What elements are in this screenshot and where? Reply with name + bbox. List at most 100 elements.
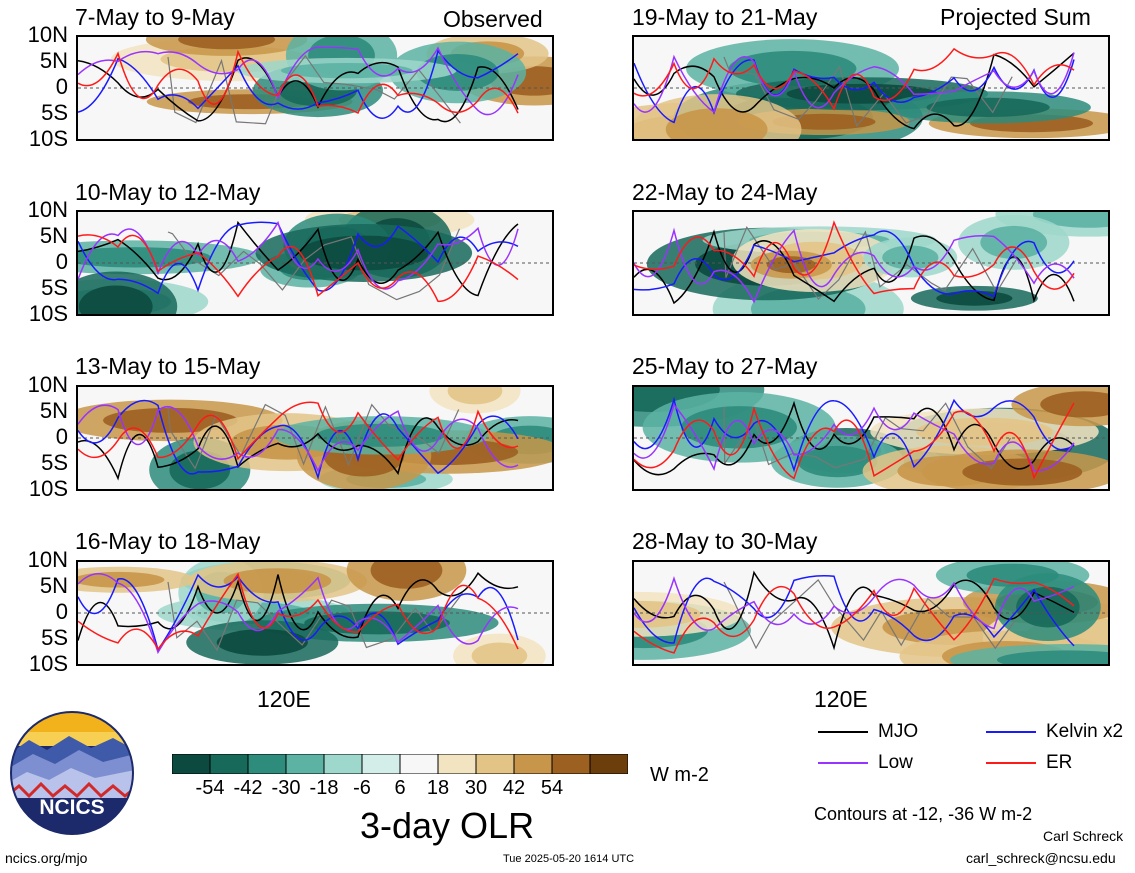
panel-title-4: 16-May to 18-May [75,528,261,554]
olr-anomaly-core [936,290,1013,306]
olr-anomaly-core [1040,391,1108,418]
lat-tick-label: 10N [27,372,68,397]
map-panel-4 [76,560,554,666]
olr-anomaly-core [980,225,1048,259]
panel-title-7: 25-May to 27-May [632,353,818,379]
contour-1 [634,396,1075,473]
olr-anomaly-core [103,407,238,433]
lat-tick-label: 5S [41,275,68,300]
contour-2 [634,227,1075,304]
colorbar [172,754,628,774]
contour-3 [78,234,519,303]
contour-1 [634,575,1075,647]
lat-tick-label: 0 [55,599,68,624]
legend-label-low: Low [878,752,913,773]
contour-3 [78,49,519,115]
colorbar-swatch [437,754,477,774]
olr-anomaly-core [78,285,153,314]
olr-anomaly-core [471,642,528,664]
legend-label-kelvin: Kelvin x2 [1046,721,1124,742]
olr-anomaly-core [447,387,503,405]
coastline [167,581,463,652]
contour-note: Contours at -12, -36 W m-2 [814,804,1033,824]
coastline [723,56,1013,128]
map-panel-2 [76,210,554,316]
contour-0 [78,57,519,123]
contour-2 [634,52,1075,114]
panel-title-8: 28-May to 30-May [632,528,818,554]
lat-tick-label: 10S [28,126,68,151]
lat-tick-label: 5N [39,573,68,598]
lat-tick-label: 5S [41,100,68,125]
colorbar-swatch [209,754,249,774]
legend-line-kelvin [986,731,1036,733]
panel-title-3: 13-May to 15-May [75,353,261,379]
contour-3 [634,47,1075,111]
contour-3 [78,572,519,651]
lat-tick-label: 5N [39,48,68,73]
contour-3 [634,220,1075,295]
lat-tick-label: 5S [41,450,68,475]
contour-2 [78,46,519,116]
olr-anomaly-core [178,37,276,50]
olr-anomaly-core [78,571,165,588]
map-panel-3 [76,385,554,491]
contour-1 [78,399,519,481]
lon-tick-right: 120E [814,686,868,712]
panel-title-1: 7-May to 9-May [75,4,235,30]
lat-tick-label: 0 [55,74,68,99]
projected-label: Projected Sum [940,4,1091,30]
lon-tick-left: 120E [257,686,311,712]
contour-2 [634,403,1075,472]
colorbar-tick-label: -30 [271,777,301,799]
colorbar-tick-label: -18 [309,777,339,799]
olr-anomaly-core [216,629,308,656]
lat-tick-label: 0 [55,249,68,274]
panel-title-6: 22-May to 24-May [632,179,818,205]
colorbar-swatch [361,754,401,774]
lat-tick-label: 0 [55,424,68,449]
coastline [723,578,1015,650]
olr-anomaly-core [665,108,768,139]
olr-anomaly-core [926,97,1050,117]
olr-anomaly-core [298,235,429,271]
map-panel-8 [632,560,1110,666]
lat-tick-label: 10S [28,301,68,326]
colorbar-swatch [551,754,591,774]
colorbar-tick-label: 54 [540,777,564,799]
lat-tick-label: 10N [27,547,68,572]
panel-title-2: 10-May to 12-May [75,179,261,205]
olr-anomaly-core [223,568,332,594]
contour-2 [78,573,519,655]
author-email[interactable]: carl_schreck@ncsu.edu [966,850,1116,866]
observed-label: Observed [443,6,543,32]
olr-anomaly-core [996,650,1108,664]
contour-2 [78,404,519,473]
source-url[interactable]: ncics.org/mjo [5,850,88,866]
contour-0 [634,570,1075,651]
map-panel-5 [632,35,1110,141]
colorbar-tick-label: 18 [426,777,450,799]
contour-0 [78,220,519,297]
lat-tick-label: 10N [27,197,68,222]
legend-label-mjo: MJO [878,721,919,742]
map-panel-1 [76,35,554,141]
legend-line-er [986,762,1036,764]
contour-3 [634,577,1075,654]
lat-tick-label: 10S [28,651,68,676]
map-panel-7 [632,385,1110,491]
lat-tick-label: 10N [27,22,68,47]
olr-anomaly-core [280,63,413,79]
colorbar-tick-label: -54 [195,777,225,799]
colorbar-swatch [285,754,325,774]
colorbar-swatch [172,754,211,774]
lat-tick-label: 5N [39,398,68,423]
map-panel-6 [632,210,1110,316]
contour-2 [634,576,1075,631]
colorbar-tick-label: 30 [464,777,488,799]
contour-3 [78,401,519,461]
units-label: W m-2 [650,764,709,786]
contour-3 [634,402,1075,480]
olr-anomaly-core [416,53,499,91]
contour-0 [634,400,1075,476]
